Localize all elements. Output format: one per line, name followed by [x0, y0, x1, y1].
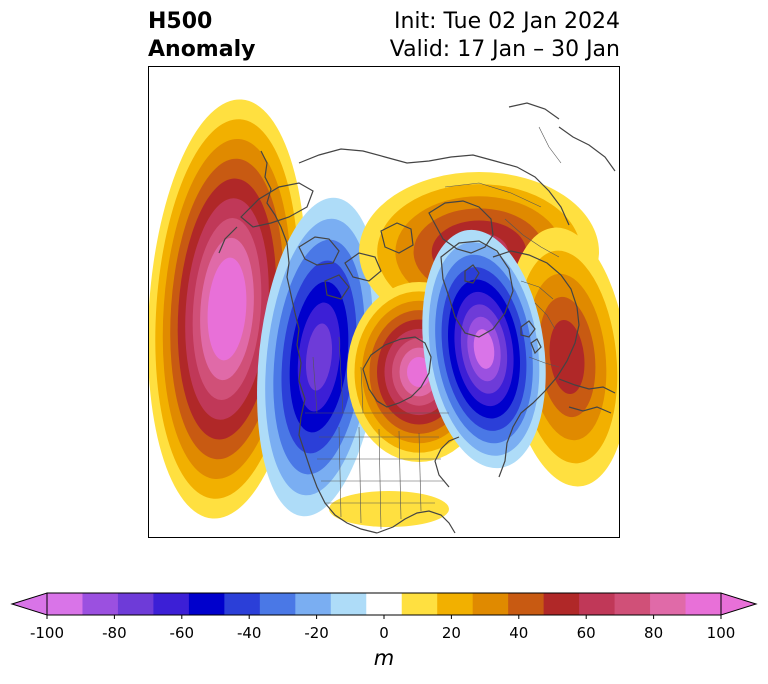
- colorbar-tick-label: -20: [304, 624, 329, 642]
- colorbar-tick-label: 40: [509, 624, 529, 642]
- colorbar-swatch: [508, 593, 545, 615]
- subtropical-ridge-contour: [329, 491, 449, 527]
- colorbar-swatch: [437, 593, 474, 615]
- pacific-ridge-contour: [215, 277, 239, 341]
- title-right: Init: Tue 02 Jan 2024 Valid: 17 Jan – 30…: [390, 8, 620, 64]
- colorbar-swatch: [650, 593, 687, 615]
- valid-period: Valid: 17 Jan – 30 Jan: [389, 37, 620, 62]
- colorbar-tick-label: -40: [236, 624, 262, 642]
- colorbar-tick-label: 20: [441, 624, 461, 642]
- colorbar-swatch: [472, 593, 509, 615]
- colorbar-swatch: [47, 593, 83, 615]
- coastlines: [218, 102, 616, 534]
- colorbar-tick-label: 100: [706, 624, 736, 642]
- colorbar-tick-label: 60: [576, 624, 596, 642]
- colorbar-swatch: [188, 593, 225, 615]
- colorbar-swatch: [259, 593, 296, 615]
- colorbar-swatch: [330, 593, 367, 615]
- atlantic-trough-contour: [473, 329, 495, 369]
- colorbar-tick-label: -60: [169, 624, 195, 642]
- colorbar-swatch: [366, 593, 403, 615]
- title-variable: H500: [148, 9, 213, 34]
- map-panel: [148, 66, 620, 538]
- political-borders: [305, 126, 562, 530]
- colorbar-tick-label: 80: [644, 624, 664, 642]
- colorbar: [10, 592, 758, 619]
- colorbar-extend-min: [10, 592, 48, 616]
- colorbar-tick-label: -80: [102, 624, 127, 642]
- colorbar-swatch: [82, 593, 119, 615]
- colorbar-swatch: [153, 593, 190, 615]
- colorbar-units: m: [373, 646, 395, 670]
- west-na-trough-contour: [305, 323, 333, 391]
- colorbar-extend-max: [720, 592, 758, 616]
- colorbar-swatch: [614, 593, 651, 615]
- title-left: H500 Anomaly: [148, 8, 255, 64]
- colorbar-tick-label: 0: [379, 624, 389, 642]
- anomaly-map: [149, 99, 619, 534]
- colorbar-swatch: [295, 593, 332, 615]
- colorbar-swatch: [685, 593, 722, 615]
- colorbar-swatch: [401, 593, 438, 615]
- colorbar-tick-label: -100: [29, 624, 65, 642]
- init-time: Init: Tue 02 Jan 2024: [393, 9, 620, 34]
- colorbar-swatch: [224, 593, 261, 615]
- colorbar-swatch: [543, 593, 580, 615]
- colorbar-swatch: [579, 593, 616, 615]
- colorbar-swatch: [117, 593, 154, 615]
- title-field: Anomaly: [148, 37, 256, 62]
